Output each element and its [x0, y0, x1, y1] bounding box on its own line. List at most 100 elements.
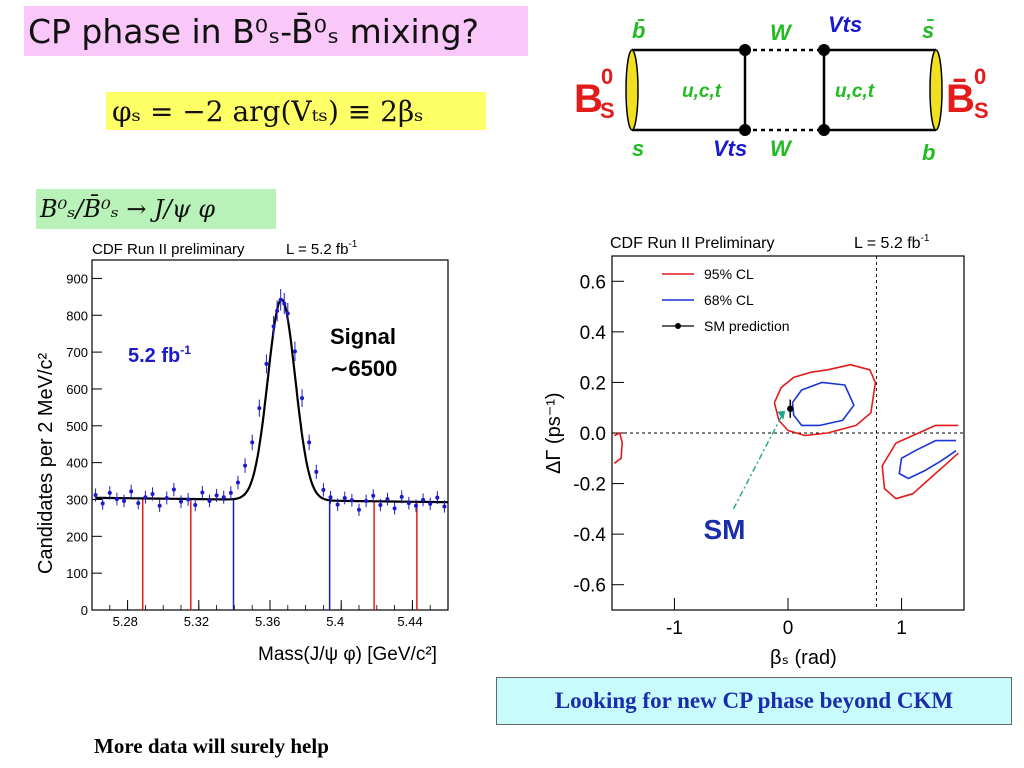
mass-data-point [207, 498, 212, 503]
mass-chart-header: CDF Run II preliminary [92, 241, 245, 258]
mass-data-point [278, 297, 283, 302]
mass-data-point [342, 496, 347, 500]
w-label-top: W [770, 20, 793, 45]
vertex-top-left [739, 44, 751, 56]
vts-label-top: Vts [828, 12, 862, 37]
contour-chart-ylabel: ΔΓ (ps⁻¹) [543, 392, 565, 474]
mass-data-point [179, 499, 183, 504]
mass-data-point [364, 498, 369, 503]
mass-chart-annotation-signal: Signal [330, 324, 396, 349]
internal-quarks-right: u,c,t [835, 81, 875, 102]
contour-y-tick-label: 0.0 [580, 424, 606, 445]
mass-data-point [221, 495, 226, 500]
mass-data-point [107, 490, 112, 495]
mass-data-point [100, 501, 105, 506]
decay-channel-box: B⁰ₛ/B̄⁰ₛ → J/ψ φ [36, 189, 276, 229]
mass-data-point [314, 469, 319, 474]
phase-formula-box: φₛ = −2 arg(Vₜₛ) ≡ 2βₛ [106, 92, 486, 130]
sm-label: SM [703, 514, 745, 545]
mass-data-point [214, 493, 219, 498]
mass-data-point [200, 490, 205, 495]
mass-chart-xlabel: Mass(J/ψ φ) [GeV/c²] [258, 644, 437, 665]
mass-data-point [300, 396, 305, 401]
mass-data-point [114, 497, 119, 502]
contour-chart-header: CDF Run II Preliminary [610, 235, 774, 252]
mass-data-point [143, 495, 148, 500]
mass-y-tick-label: 600 [66, 382, 88, 397]
mass-data-point [328, 495, 333, 500]
bs-meson-right-sup: 0 [974, 64, 986, 89]
w-label-bottom: W [770, 136, 793, 161]
mass-y-tick-label: 400 [66, 456, 88, 471]
sm-arrow [732, 414, 783, 510]
mass-data-point [129, 489, 134, 494]
contour-chart-lumi: L = 5.2 fb-1 [854, 233, 930, 252]
contour-y-tick-label: 0.4 [580, 323, 607, 344]
mass-data-point [385, 497, 390, 502]
contour-y-tick-label: -0.2 [573, 475, 606, 496]
contour-curve [613, 432, 623, 464]
bs-blob-left [625, 49, 639, 131]
contour-x-tick-label: 1 [896, 618, 907, 639]
bs-meson-left: B [574, 77, 603, 121]
mass-y-tick-label: 700 [66, 345, 88, 360]
mass-data-point [164, 496, 169, 500]
contour-curve [773, 363, 877, 437]
contour-chart: CDF Run II Preliminary L = 5.2 fb-1 -1 0 1… [543, 233, 965, 669]
sm-arrow-head [777, 410, 786, 420]
mass-data-point [406, 501, 411, 506]
mass-data-point [421, 497, 426, 502]
slide-title: CP phase in B⁰ₛ-B̄⁰ₛ mixing? [28, 11, 480, 51]
mass-y-tick-label: 100 [66, 566, 88, 581]
contour-y-tick-label: 0.2 [580, 373, 606, 394]
mass-x-tick-label: 5.32 [184, 614, 209, 629]
legend-label: 68% CL [704, 292, 754, 308]
mass-data-point [186, 497, 191, 502]
bs-meson-right: B̄ [946, 77, 975, 121]
mass-data-point [264, 361, 269, 366]
mass-data-point [307, 440, 312, 445]
contour-curve [791, 381, 855, 427]
mass-data-point [157, 503, 162, 508]
mass-data-point [193, 503, 198, 507]
slide-title-box: CP phase in B⁰ₛ-B̄⁰ₛ mixing? [24, 6, 528, 56]
mass-data-point [285, 311, 290, 316]
mass-data-point [228, 490, 233, 495]
mass-data-point [282, 301, 287, 306]
mass-chart-annotation-lumi: 5.2 fb-1 [128, 343, 191, 367]
contour-curve [881, 424, 959, 500]
legend-label: SM prediction [704, 318, 790, 334]
mass-chart-lumi: L = 5.2 fb-1 [286, 239, 358, 258]
mass-chart-annotation-count: ∼6500 [330, 356, 397, 381]
internal-quarks-left: u,c,t [682, 81, 722, 102]
decay-channel: B⁰ₛ/B̄⁰ₛ → J/ψ φ [40, 195, 216, 223]
mass-chart-ylabel: Candidates per 2 MeV/c² [35, 352, 57, 574]
mass-data-point [136, 501, 141, 506]
mass-data-point [171, 487, 176, 492]
mass-x-tick-label: 5.44 [397, 614, 422, 629]
mass-y-tick-label: 200 [66, 529, 88, 544]
mass-data-point [378, 503, 383, 507]
bs-meson-left-sub: S [600, 98, 615, 123]
legend-swatch-point [675, 323, 681, 329]
mass-data-point [357, 507, 361, 512]
mass-y-tick-label: 0 [81, 603, 88, 618]
mass-y-tick-label: 900 [66, 271, 88, 286]
mass-data-point [413, 503, 418, 508]
legend-label: 95% CL [704, 266, 754, 282]
contour-y-tick-label: -0.4 [573, 525, 606, 546]
mass-y-tick-label: 500 [66, 419, 88, 434]
vertex-bottom-right [818, 124, 830, 136]
mass-fit-curve [95, 298, 448, 504]
conclusion-text: Looking for new CP phase beyond CKM [554, 688, 954, 713]
mass-data-point [122, 498, 127, 503]
bs-meson-right-sub: S [974, 98, 989, 123]
mass-data-point [335, 502, 340, 507]
mass-x-tick-label: 5.36 [255, 614, 280, 629]
mass-data-point [371, 493, 376, 498]
mass-data-point [250, 440, 255, 445]
mass-x-tick-label: 5.4 [326, 614, 344, 629]
mass-data-point [275, 308, 280, 313]
mass-data-point [150, 491, 155, 496]
sm-point [787, 405, 794, 412]
